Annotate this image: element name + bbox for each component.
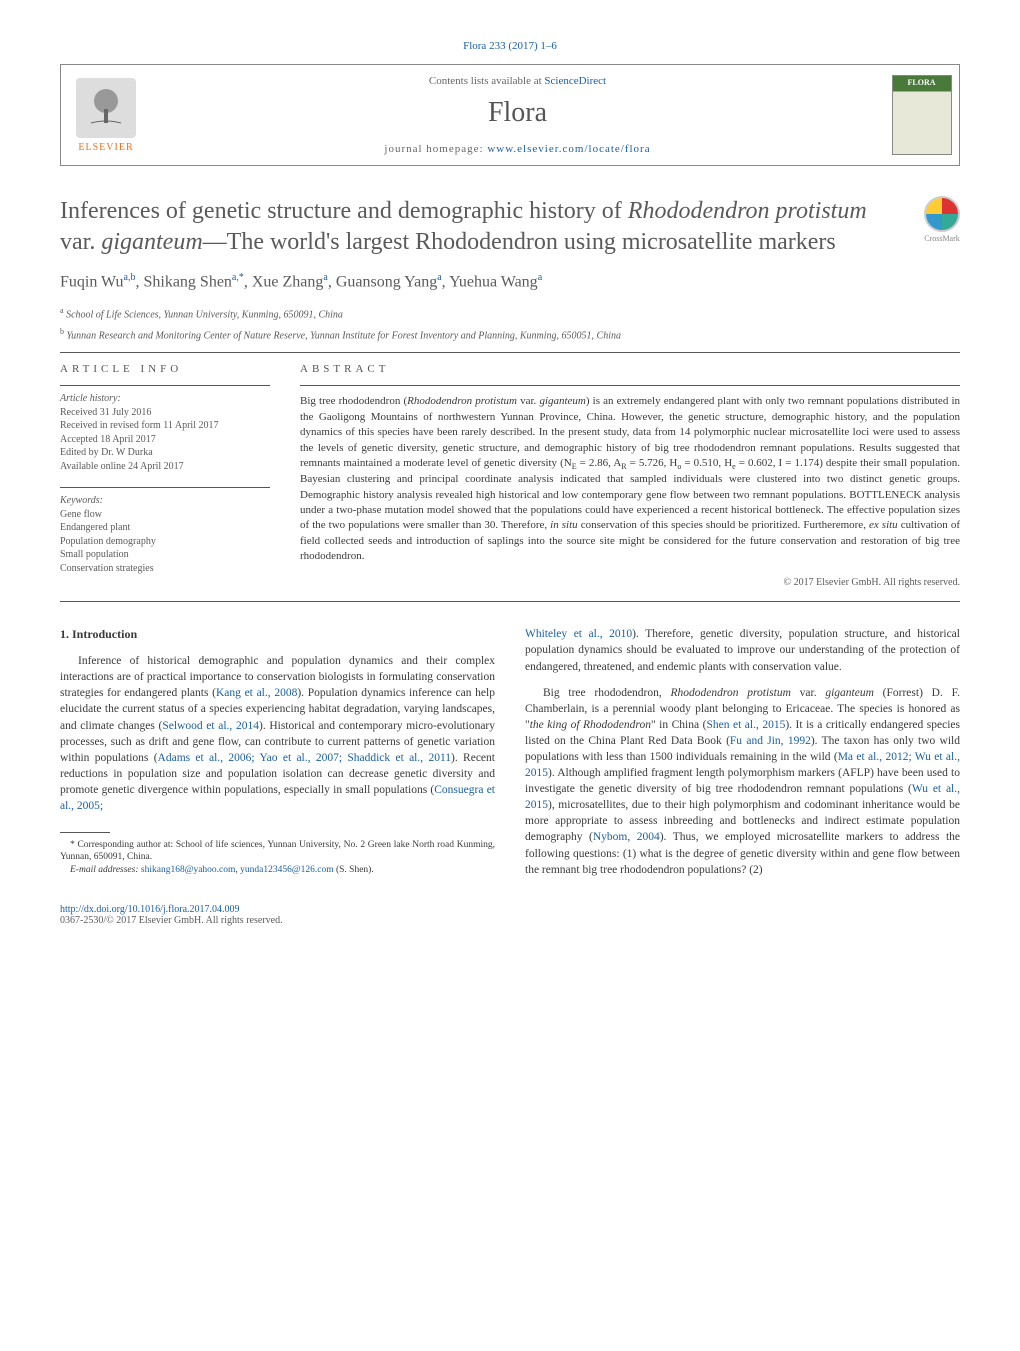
- title-species: Rhododendron protistum: [628, 198, 867, 224]
- abstract-copyright: © 2017 Elsevier GmbH. All rights reserve…: [300, 577, 960, 588]
- history-line: Accepted 18 April 2017: [60, 433, 270, 447]
- title-var: var.: [60, 229, 101, 255]
- journal-cover: FLORA: [884, 65, 959, 165]
- email-2[interactable]: yunda123456@126.com: [240, 865, 333, 875]
- sciencedirect-link[interactable]: ScienceDirect: [544, 75, 606, 87]
- title-species2: giganteum: [101, 229, 202, 255]
- email-label: E-mail addresses:: [70, 865, 141, 875]
- intro-paragraph-3: Big tree rhododendron, Rhododendron prot…: [525, 685, 960, 878]
- article-info-heading: article info: [60, 363, 270, 375]
- email-1[interactable]: shikang168@yahoo.com: [141, 865, 236, 875]
- journal-name: Flora: [488, 97, 547, 129]
- abstract-divider: [300, 385, 960, 386]
- article-info-column: article info Article history: Received 3…: [60, 363, 270, 589]
- info-divider: [60, 385, 270, 386]
- homepage-link[interactable]: www.elsevier.com/locate/flora: [487, 143, 650, 155]
- title-pre: Inferences of genetic structure and demo…: [60, 198, 628, 224]
- history-line: Available online 24 April 2017: [60, 460, 270, 474]
- cover-title: FLORA: [893, 78, 951, 87]
- authors-line: Fuqin Wua,b, Shikang Shena,*, Xue Zhanga…: [60, 272, 960, 291]
- homepage-label: journal homepage:: [384, 143, 487, 155]
- elsevier-tree-icon: [76, 78, 136, 138]
- keyword: Small population: [60, 548, 270, 562]
- info-divider: [60, 487, 270, 488]
- cover-thumbnail: FLORA: [892, 75, 952, 155]
- history-line: Received in revised form 11 April 2017: [60, 419, 270, 433]
- intro-paragraph-1: Inference of historical demographic and …: [60, 653, 495, 814]
- crossmark-icon: [924, 196, 960, 232]
- journal-homepage-line: journal homepage: www.elsevier.com/locat…: [384, 143, 650, 155]
- crossmark-badge[interactable]: CrossMark: [924, 196, 960, 243]
- abstract-text: Big tree rhododendron (Rhododendron prot…: [300, 394, 960, 564]
- journal-reference: Flora 233 (2017) 1–6: [60, 40, 960, 52]
- body-column-right: Whiteley et al., 2010). Therefore, genet…: [525, 626, 960, 887]
- crossmark-label: CrossMark: [924, 234, 960, 243]
- abstract-heading: abstract: [300, 363, 960, 375]
- history-line: Received 31 July 2016: [60, 406, 270, 420]
- contents-available-line: Contents lists available at ScienceDirec…: [429, 75, 606, 87]
- abstract-column: abstract Big tree rhododendron (Rhododen…: [300, 363, 960, 589]
- publisher-name: ELSEVIER: [78, 142, 133, 153]
- body-column-left: 1. Introduction Inference of historical …: [60, 626, 495, 887]
- email-footnote: E-mail addresses: shikang168@yahoo.com, …: [60, 864, 495, 876]
- keyword: Conservation strategies: [60, 562, 270, 576]
- intro-heading: 1. Introduction: [60, 626, 495, 643]
- corresponding-author-footnote: * Corresponding author at: School of lif…: [60, 839, 495, 864]
- divider: [60, 601, 960, 602]
- intro-paragraph-2: Whiteley et al., 2010). Therefore, genet…: [525, 626, 960, 674]
- keyword: Gene flow: [60, 508, 270, 522]
- keyword: Endangered plant: [60, 521, 270, 535]
- keyword: Population demography: [60, 535, 270, 549]
- footer-copyright: 0367-2530/© 2017 Elsevier GmbH. All righ…: [60, 915, 960, 926]
- contents-text: Contents lists available at: [429, 75, 544, 87]
- email-suffix: (S. Shen).: [334, 865, 374, 875]
- publisher-logo: ELSEVIER: [61, 65, 151, 165]
- footnote-separator: [60, 832, 110, 833]
- keywords-block: Keywords: Gene flowEndangered plantPopul…: [60, 494, 270, 575]
- tree-svg: [81, 83, 131, 133]
- history-label: Article history:: [60, 392, 270, 406]
- keywords-label: Keywords:: [60, 494, 270, 508]
- doi-link[interactable]: http://dx.doi.org/10.1016/j.flora.2017.0…: [60, 904, 960, 915]
- affiliation: a School of Life Sciences, Yunnan Univer…: [60, 306, 960, 321]
- divider: [60, 352, 960, 353]
- history-line: Edited by Dr. W Durka: [60, 446, 270, 460]
- title-post: —The world's largest Rhododendron using …: [203, 229, 836, 255]
- article-title: Inferences of genetic structure and demo…: [60, 196, 904, 258]
- journal-header-box: ELSEVIER Contents lists available at Sci…: [60, 64, 960, 166]
- header-center: Contents lists available at ScienceDirec…: [151, 65, 884, 165]
- article-history-block: Article history: Received 31 July 2016Re…: [60, 392, 270, 473]
- affiliation: b Yunnan Research and Monitoring Center …: [60, 327, 960, 342]
